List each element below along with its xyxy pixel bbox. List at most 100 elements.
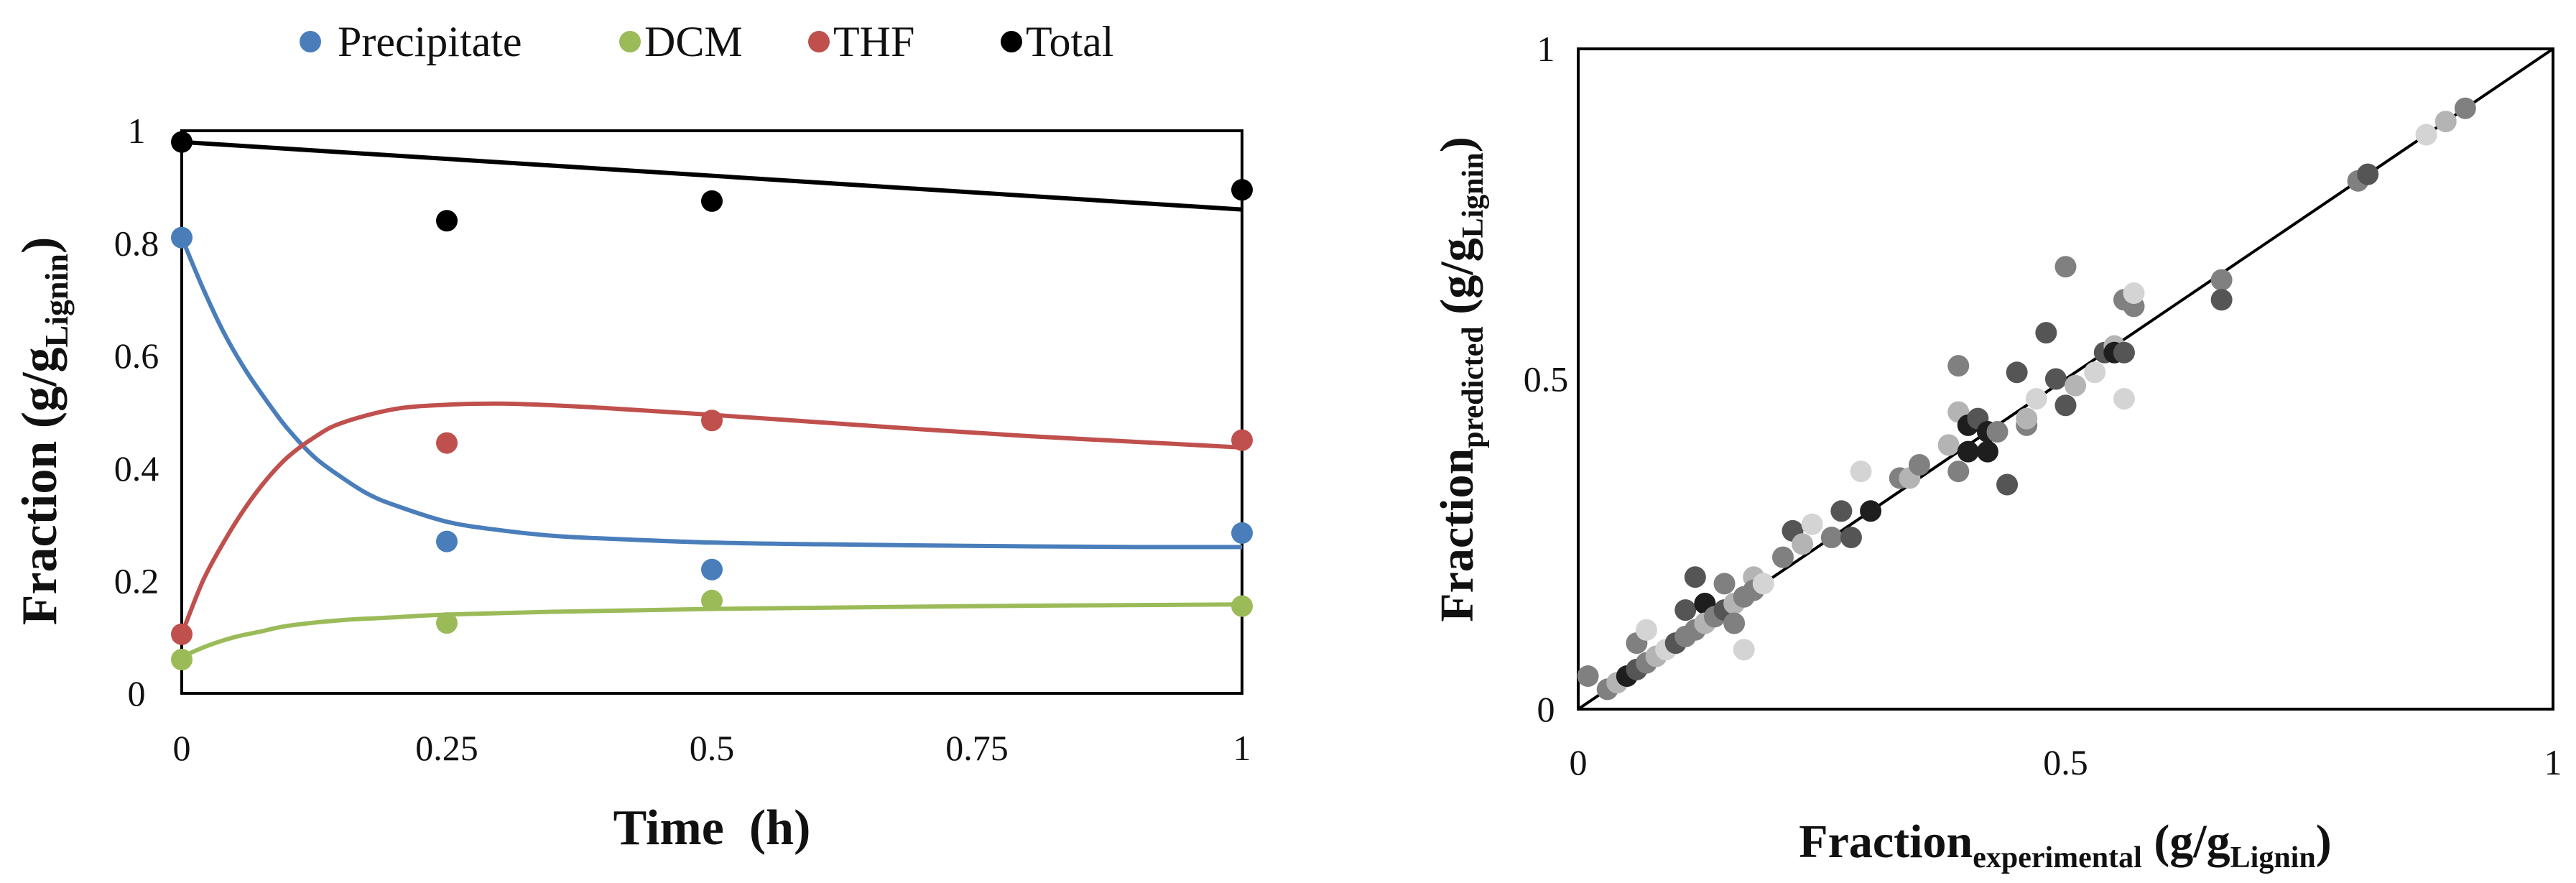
right-x-title-suffix: (g/g bbox=[2142, 815, 2230, 868]
data-point-total bbox=[701, 190, 723, 212]
left-chart: Precipitate DCM THF Total 0 0.2 0.4 0.6 0.8 1… bbox=[12, 18, 1253, 856]
right-y-tick-label: 0 bbox=[1537, 689, 1555, 729]
right-x-tick-label: 1 bbox=[2544, 742, 2562, 782]
data-point-dcm bbox=[1231, 595, 1253, 617]
right-y-tick-label: 0.5 bbox=[1524, 359, 1569, 399]
parity-point bbox=[2016, 407, 2038, 430]
left-y-title-close: ) bbox=[12, 237, 68, 254]
right-x-title-close: ) bbox=[2316, 815, 2332, 868]
left-x-tick-label: 0 bbox=[173, 728, 191, 768]
parity-point bbox=[2054, 394, 2077, 417]
right-y-title-sub2: Lignin bbox=[1457, 152, 1490, 238]
legend-marker-dcm bbox=[619, 31, 641, 52]
parity-point bbox=[2454, 97, 2476, 119]
parity-point bbox=[1850, 461, 1872, 483]
data-point-thf bbox=[701, 410, 723, 432]
parity-point bbox=[1976, 440, 1998, 463]
legend-marker-thf bbox=[808, 31, 830, 52]
legend-marker-precipitate bbox=[300, 31, 321, 52]
legend-marker-total bbox=[1001, 31, 1022, 52]
data-point-precipitate bbox=[171, 226, 193, 249]
left-legend: Precipitate DCM THF Total bbox=[300, 18, 1113, 65]
left-plot-frame bbox=[180, 129, 1243, 695]
parity-point bbox=[2210, 269, 2233, 291]
parity-point bbox=[2054, 256, 2077, 278]
data-point-precipitate bbox=[436, 530, 458, 553]
parity-point bbox=[2113, 388, 2135, 410]
parity-point bbox=[1957, 440, 1979, 463]
parity-point bbox=[1752, 573, 1774, 595]
left-x-tick-label: 1 bbox=[1233, 728, 1251, 768]
parity-point bbox=[1947, 461, 1970, 483]
parity-point bbox=[2044, 368, 2067, 390]
left-x-axis-title: Time (h) bbox=[613, 800, 811, 856]
data-point-total bbox=[1231, 179, 1253, 201]
parity-point bbox=[2025, 388, 2047, 410]
right-y-tick-label: 1 bbox=[1537, 29, 1555, 69]
legend-label-total: Total bbox=[1026, 18, 1113, 65]
parity-point bbox=[1937, 434, 1960, 456]
parity-point bbox=[1986, 421, 2009, 443]
parity-point bbox=[1792, 533, 1814, 555]
right-chart: 00.51 0 0.5 1 Fractionexperimental (g/gLig… bbox=[1431, 29, 2562, 874]
parity-point bbox=[1733, 639, 1755, 661]
parity-point bbox=[1860, 500, 1882, 522]
legend-label-dcm: DCM bbox=[644, 18, 743, 65]
parity-point bbox=[1947, 355, 1970, 377]
parity-point bbox=[2210, 289, 2233, 311]
left-y-title-sub: Lignin bbox=[38, 254, 75, 347]
parity-point bbox=[1996, 473, 2019, 496]
fit-curve-precipitate bbox=[180, 236, 1243, 550]
fit-curve-dcm bbox=[180, 602, 1243, 659]
data-point-dcm bbox=[436, 612, 458, 634]
right-x-title-sub: experimental bbox=[1973, 841, 2142, 874]
left-y-tick-label: 0.6 bbox=[114, 336, 159, 376]
parity-point bbox=[2415, 124, 2437, 146]
parity-point bbox=[1723, 612, 1746, 634]
left-x-tick-label: 0.5 bbox=[690, 728, 735, 768]
left-y-tick-label: 0.2 bbox=[114, 560, 159, 601]
right-y-tick-labels: 00.51 bbox=[1524, 29, 1569, 729]
parity-point bbox=[2006, 361, 2028, 384]
right-x-tick-label: 0 bbox=[1570, 742, 1588, 782]
left-y-tick-labels: 0 0.2 0.4 0.6 0.8 1 bbox=[114, 111, 159, 713]
data-point-thf bbox=[1231, 429, 1253, 451]
data-point-total bbox=[436, 210, 458, 232]
left-data-points bbox=[171, 131, 1253, 671]
left-x-tick-labels: 0 0.25 0.5 0.75 1 bbox=[173, 728, 1251, 768]
right-x-tick-label: 0.5 bbox=[2043, 742, 2088, 782]
left-x-tick-label: 0.75 bbox=[945, 728, 1009, 768]
right-x-tick-labels: 0 0.5 1 bbox=[1570, 742, 2562, 782]
fit-curve-thf bbox=[180, 401, 1243, 635]
right-x-title-main: Fraction bbox=[1799, 815, 1973, 868]
parity-point bbox=[2357, 163, 2379, 185]
left-x-tick-label: 0.25 bbox=[415, 728, 478, 768]
parity-point bbox=[1713, 573, 1736, 595]
right-y-axis-title: Fractionpredicted (g/gLignin) bbox=[1431, 137, 1490, 621]
parity-point bbox=[1577, 665, 1599, 688]
right-data-points bbox=[1577, 97, 2476, 701]
data-point-dcm bbox=[171, 649, 193, 671]
right-y-title-close: ) bbox=[1431, 137, 1483, 152]
parity-point bbox=[2035, 322, 2057, 344]
parity-point bbox=[1635, 619, 1657, 641]
data-point-precipitate bbox=[1231, 522, 1253, 544]
right-y-title-sub: predicted bbox=[1457, 326, 1490, 448]
parity-point bbox=[1674, 599, 1697, 621]
right-y-title-main: Fraction bbox=[1431, 448, 1483, 622]
data-point-dcm bbox=[701, 589, 723, 611]
left-y-title-main: Fraction (g/g bbox=[12, 347, 68, 625]
data-point-thf bbox=[436, 432, 458, 454]
right-plot-frame bbox=[1577, 47, 2554, 711]
parity-point bbox=[1840, 527, 1862, 549]
left-y-tick-label: 0.8 bbox=[114, 223, 159, 264]
parity-point bbox=[1684, 566, 1706, 588]
left-fit-curves bbox=[180, 139, 1243, 659]
left-y-axis-title: Fraction (g/gLignin) bbox=[12, 237, 75, 626]
left-y-tick-label: 0 bbox=[128, 673, 146, 713]
parity-point bbox=[2084, 361, 2106, 384]
parity-point bbox=[1820, 527, 1843, 549]
legend-label-precipitate: Precipitate bbox=[338, 18, 522, 65]
parity-point bbox=[1771, 546, 1794, 568]
